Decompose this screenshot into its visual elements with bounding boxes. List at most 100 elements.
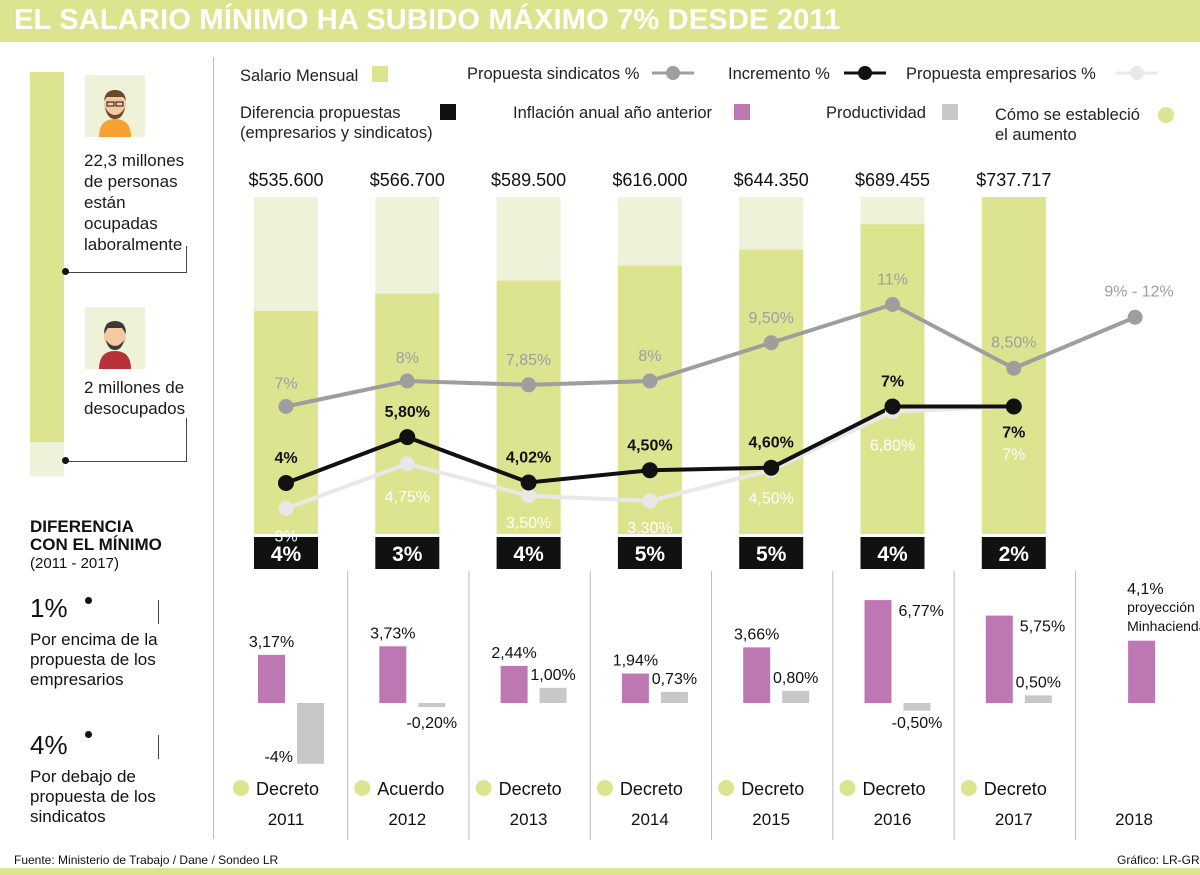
unemployed-leader bbox=[66, 418, 187, 462]
employers-label: 3% bbox=[274, 529, 297, 546]
unions-label: 8% bbox=[638, 348, 661, 365]
inflation-label: 2,44% bbox=[491, 645, 536, 662]
population-bar bbox=[30, 72, 64, 442]
inflation-label: 3,17% bbox=[249, 634, 294, 651]
employers-label: 3,30% bbox=[627, 520, 672, 537]
footer-source: Fuente: Ministerio de Trabajo / Dane / S… bbox=[14, 853, 279, 867]
productivity-label: -0,50% bbox=[892, 715, 943, 732]
gap-label: 5% bbox=[635, 543, 666, 566]
method-label: Acuerdo bbox=[377, 779, 444, 799]
salary-label: $737.717 bbox=[976, 170, 1051, 190]
productivity-bar bbox=[903, 703, 931, 711]
salary-label: $644.350 bbox=[734, 170, 809, 190]
inflation-note: Minhacienda bbox=[1127, 618, 1200, 634]
unions-line bbox=[285, 302, 1136, 409]
increase-label: 4% bbox=[274, 450, 297, 467]
productivity-label: 0,73% bbox=[652, 671, 697, 688]
increase-point bbox=[520, 474, 537, 491]
year-label: 2018 bbox=[1115, 810, 1153, 829]
productivity-bar bbox=[660, 691, 688, 703]
legend-inflation: Inflación anual año anterior bbox=[513, 104, 713, 122]
unemployed-bar bbox=[30, 442, 64, 476]
salary-label: $566.700 bbox=[370, 170, 445, 190]
employers-label: 7% bbox=[1002, 447, 1025, 464]
above-leader bbox=[88, 600, 159, 624]
unemployed-avatar bbox=[85, 307, 145, 369]
legend-productivity: Productividad bbox=[826, 104, 926, 122]
method-dot bbox=[960, 780, 977, 796]
increase-point bbox=[763, 459, 780, 476]
legend-how-swatch bbox=[1158, 107, 1174, 123]
below-leader bbox=[88, 735, 159, 759]
legend-gap-swatch bbox=[440, 104, 456, 120]
increase-point bbox=[641, 462, 658, 479]
method-label: Decreto bbox=[984, 779, 1047, 799]
unions-point bbox=[885, 297, 900, 312]
method-label: Decreto bbox=[863, 779, 926, 799]
increase-label: 4,60% bbox=[749, 435, 794, 452]
employers-point bbox=[278, 501, 294, 516]
gap-box bbox=[617, 537, 682, 569]
inflation-bar bbox=[743, 647, 771, 703]
unions-label: 9,50% bbox=[749, 310, 794, 327]
above-dot bbox=[85, 597, 92, 604]
inflation-bar bbox=[621, 673, 649, 703]
inflation-bar bbox=[379, 646, 407, 703]
unemployed-text: 2 millones de desocupados bbox=[84, 378, 186, 418]
method-label: Decreto bbox=[741, 779, 804, 799]
legend-increase-swatch bbox=[844, 66, 886, 80]
inflation-bar bbox=[1128, 640, 1156, 703]
inflation-bar bbox=[985, 615, 1013, 703]
title-bar bbox=[0, 0, 1200, 42]
employers-label: 3,50% bbox=[506, 515, 551, 532]
unions-point bbox=[1127, 309, 1143, 325]
below-dot bbox=[85, 731, 92, 738]
unions-point bbox=[642, 373, 658, 389]
unions-label: 7,85% bbox=[506, 352, 551, 369]
increase-label: 5,80% bbox=[385, 404, 430, 421]
gap-box bbox=[375, 537, 440, 569]
gap-box bbox=[981, 537, 1046, 569]
employed-text: 22,3 millones de personas están ocupadas… bbox=[84, 151, 185, 254]
salary-bar bbox=[860, 224, 925, 535]
employers-label: 4,75% bbox=[385, 489, 430, 506]
employers-label: 6,80% bbox=[870, 438, 915, 455]
below-value: 4% bbox=[30, 730, 68, 760]
productivity-label: 0,50% bbox=[1016, 674, 1061, 691]
below-text: Por debajo de propuesta de los sindicato… bbox=[30, 767, 156, 826]
legend-salary: Salario Mensual bbox=[240, 67, 359, 85]
year-label: 2017 bbox=[995, 810, 1033, 829]
separator bbox=[213, 57, 214, 839]
legend-how: Cómo se estableció el aumento bbox=[995, 106, 1140, 144]
above-value: 1% bbox=[30, 593, 68, 623]
productivity-label: 1,00% bbox=[530, 667, 575, 684]
increase-label: 7% bbox=[1002, 425, 1025, 442]
unemployed-dot bbox=[62, 457, 69, 464]
method-dot bbox=[596, 780, 613, 796]
increase-point bbox=[278, 475, 294, 491]
year-label: 2016 bbox=[874, 810, 912, 829]
gap-box bbox=[739, 537, 804, 569]
inflation-label: 3,73% bbox=[370, 625, 415, 642]
method-dot bbox=[354, 780, 371, 796]
footer-credit: Gráfico: LR-GR bbox=[1117, 853, 1200, 867]
increase-point bbox=[1005, 398, 1022, 415]
method-label: Decreto bbox=[499, 779, 562, 799]
salary-bar bbox=[375, 293, 440, 534]
legend-gap: Diferencia propuestas (empresarios y sin… bbox=[240, 104, 433, 142]
productivity-bar bbox=[418, 703, 446, 707]
salary-bar bbox=[254, 311, 318, 534]
inflation-label: 5,75% bbox=[1020, 619, 1065, 636]
year-label: 2013 bbox=[510, 810, 548, 829]
inflation-note: proyección bbox=[1127, 599, 1195, 615]
difference-heading: DIFERENCIA CON EL MÍNIMO bbox=[30, 517, 162, 554]
gap-label: 2% bbox=[999, 543, 1030, 566]
legend-productivity-swatch bbox=[942, 104, 958, 120]
gap-box bbox=[860, 537, 925, 569]
difference-range: (2011 - 2017) bbox=[30, 555, 119, 572]
increase-label: 4,02% bbox=[506, 449, 551, 466]
salary-bar bbox=[617, 265, 682, 534]
gap-box bbox=[254, 537, 318, 569]
inflation-bar bbox=[500, 665, 528, 703]
